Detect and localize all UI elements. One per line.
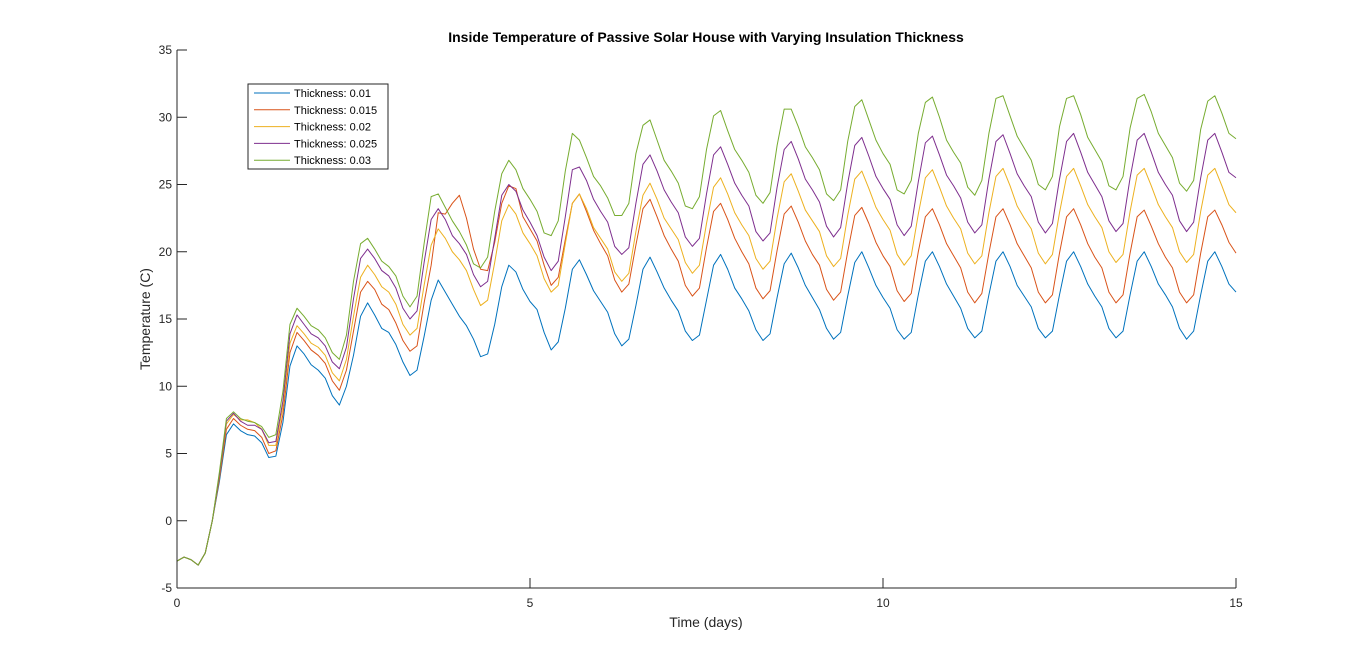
y-ticks: -5 0 5 10 15 20 25 30 35 [159, 43, 187, 595]
series-line-2 [176, 185, 1237, 566]
y-tick-label: 5 [165, 447, 172, 461]
plot-lines [176, 93, 1237, 566]
x-tick-label: 5 [527, 596, 534, 610]
chart-title: Inside Temperature of Passive Solar Hous… [448, 29, 964, 45]
y-tick-label: 20 [159, 245, 173, 259]
y-tick-label: 25 [159, 178, 173, 192]
x-tick-label: 15 [1229, 596, 1243, 610]
y-tick-label: 30 [159, 110, 173, 124]
y-tick-label: 15 [159, 312, 173, 326]
y-tick-label: 0 [165, 514, 172, 528]
y-axis-label: Temperature (C) [137, 268, 153, 370]
series-line-5 [176, 93, 1237, 566]
legend-entry-1: Thickness: 0.01 [294, 88, 371, 100]
legend-entry-3: Thickness: 0.02 [294, 122, 371, 134]
x-axis-label: Time (days) [669, 614, 742, 630]
y-tick-label: 10 [159, 379, 173, 393]
series-line-3 [176, 167, 1237, 566]
legend: Thickness: 0.01 Thickness: 0.015 Thickness… [247, 83, 389, 170]
y-tick-label: 35 [159, 43, 173, 57]
series-line-1 [176, 251, 1237, 566]
legend-entry-5: Thickness: 0.03 [294, 155, 371, 167]
series-line-4 [176, 132, 1237, 566]
legend-entry-4: Thickness: 0.025 [294, 138, 377, 150]
legend-entry-2: Thickness: 0.015 [294, 105, 377, 117]
x-tick-label: 10 [876, 596, 890, 610]
y-tick-label: -5 [161, 581, 172, 595]
x-tick-label: 0 [174, 596, 181, 610]
x-ticks: 0 5 10 15 [174, 578, 1243, 610]
